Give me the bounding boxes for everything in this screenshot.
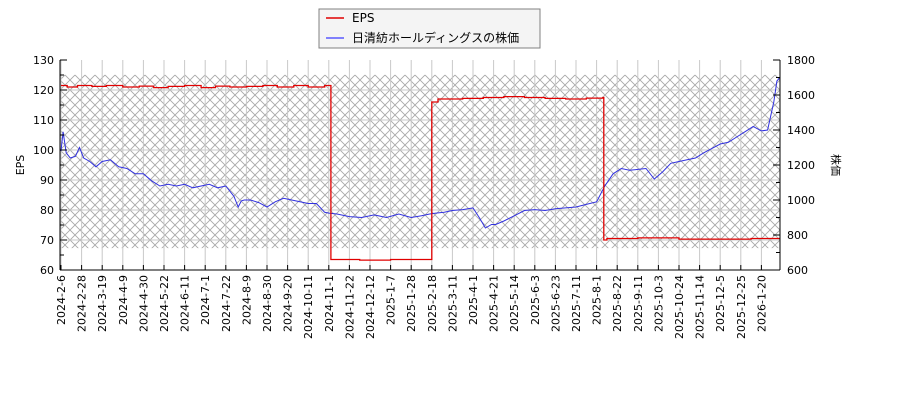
x-tick-label: 2024-2-28 <box>76 275 89 332</box>
x-tick-label: 2025-8-22 <box>611 275 624 332</box>
x-tick-label: 2024-8-30 <box>261 275 274 332</box>
x-tick-label: 2025-3-11 <box>446 275 459 332</box>
y-tick-label: 120 <box>33 84 54 97</box>
x-tick-label: 2025-1-28 <box>405 275 418 332</box>
x-tick-label: 2025-6-3 <box>529 275 542 325</box>
x-tick-label: 2024-7-1 <box>199 275 212 325</box>
y-tick-label: 60 <box>40 264 54 277</box>
x-tick-label: 2024-11-1 <box>323 275 336 332</box>
legend: EPS 日清紡ホールディングスの株価 <box>318 8 541 49</box>
plot-area <box>59 60 781 271</box>
left-y-axis-ticks: 60 70 80 90 100 110 120 130 <box>33 54 67 277</box>
x-tick-label: 2025-8-1 <box>591 275 604 325</box>
y-tick-label: 80 <box>40 204 54 217</box>
eps-series-line <box>61 84 780 261</box>
y-tick-label: 70 <box>40 234 54 247</box>
y-tick-label: 100 <box>33 144 54 157</box>
y-tick-label: 110 <box>33 114 54 127</box>
x-tick-label: 2025-6-23 <box>549 275 562 332</box>
x-tick-label: 2024-2-6 <box>55 275 68 325</box>
grid-lines <box>60 60 780 270</box>
y2-tick-label: 1600 <box>787 89 815 102</box>
x-tick-label: 2025-12-25 <box>735 275 748 339</box>
x-tick-label: 2024-6-11 <box>179 275 192 332</box>
x-tick-label: 2025-9-11 <box>632 275 645 332</box>
x-tick-label: 2025-7-11 <box>570 275 583 332</box>
x-tick-label: 2024-4-9 <box>117 275 130 325</box>
y2-tick-label: 1800 <box>787 54 815 67</box>
x-tick-label: 2025-1-7 <box>385 275 398 325</box>
x-tick-label: 2025-2-18 <box>426 275 439 332</box>
x-tick-label: 2024-4-30 <box>137 275 150 332</box>
price-series-line <box>60 76 780 229</box>
x-tick-label: 2025-10-3 <box>652 275 665 332</box>
x-tick-label: 2025-12-5 <box>714 275 727 332</box>
x-tick-label: 2024-8-9 <box>240 275 253 325</box>
y-tick-label: 130 <box>33 54 54 67</box>
y2-tick-label: 800 <box>787 229 808 242</box>
left-y-axis-title: EPS <box>14 155 27 176</box>
x-axis-ticks: 2024-2-6 2024-2-28 2024-3-19 2024-4-9 2024-4… <box>55 265 768 339</box>
x-tick-label: 2026-1-20 <box>755 275 768 332</box>
x-tick-label: 2024-3-19 <box>96 275 109 332</box>
legend-price-label: 日清紡ホールディングスの株価 <box>352 30 519 45</box>
y2-tick-label: 600 <box>787 264 808 277</box>
y2-tick-label: 1200 <box>787 159 815 172</box>
x-tick-label: 2024-5-22 <box>158 275 171 332</box>
hatched-band <box>60 74 780 249</box>
y2-tick-label: 1000 <box>787 194 815 207</box>
y-tick-label: 90 <box>40 174 54 187</box>
x-tick-label: 2024-7-22 <box>220 275 233 332</box>
legend-eps-label: EPS <box>352 11 374 25</box>
x-tick-label: 2024-11-22 <box>343 275 356 339</box>
right-y-axis-title: 株価 <box>829 154 843 176</box>
x-tick-label: 2025-4-1 <box>467 275 480 325</box>
x-tick-label: 2025-10-24 <box>673 275 686 339</box>
x-tick-label: 2025-4-21 <box>488 275 501 332</box>
right-y-axis-ticks: 600 800 1000 1200 1400 1600 1800 <box>773 54 815 277</box>
x-tick-label: 2024-9-20 <box>282 275 295 332</box>
y2-tick-label: 1400 <box>787 124 815 137</box>
x-tick-label: 2025-5-14 <box>508 275 521 332</box>
x-tick-label: 2025-11-14 <box>694 275 707 339</box>
x-tick-label: 2024-12-12 <box>364 275 377 339</box>
x-tick-label: 2024-10-11 <box>302 275 315 339</box>
legend-box <box>318 8 541 49</box>
